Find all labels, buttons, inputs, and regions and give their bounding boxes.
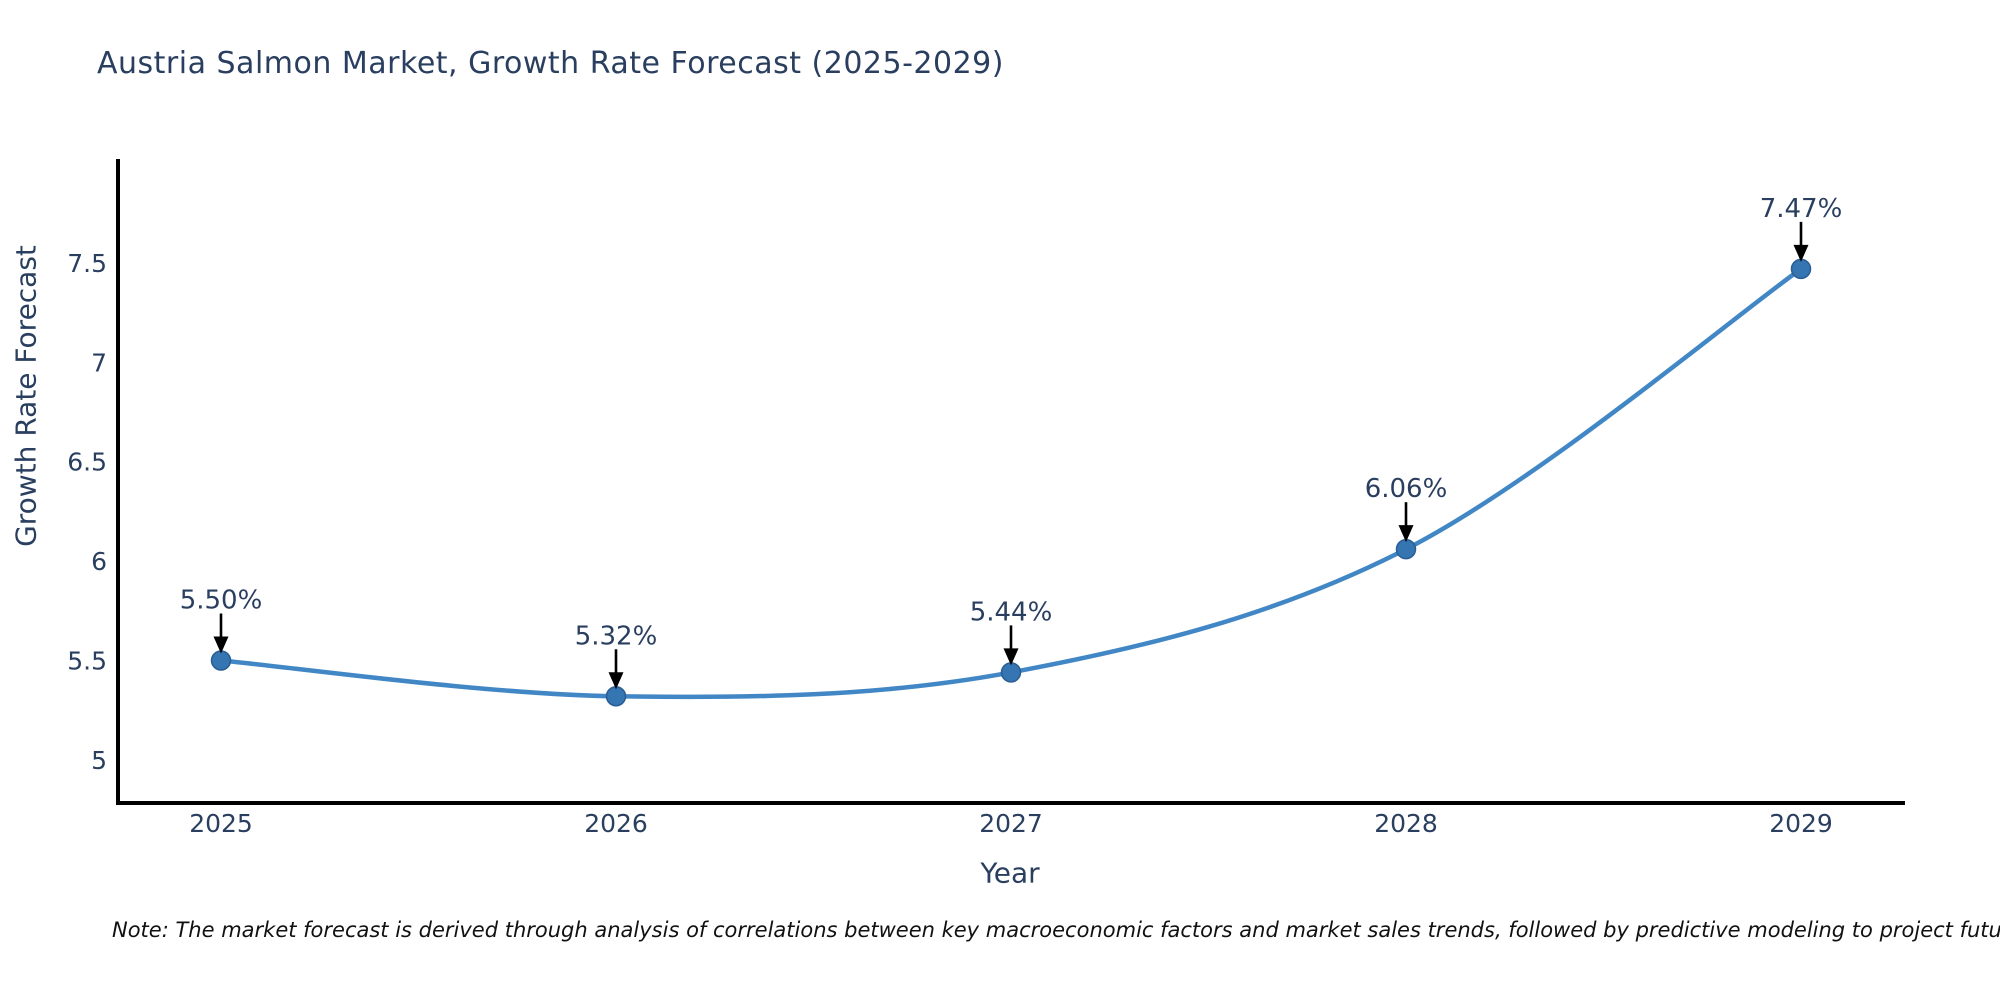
data-point-marker bbox=[1000, 662, 1022, 683]
annotation-arrow-head bbox=[1398, 525, 1414, 543]
point-value-label: 6.06% bbox=[1365, 474, 1448, 504]
y-tick-label: 5 bbox=[91, 746, 107, 775]
x-tick-label: 2027 bbox=[979, 809, 1043, 838]
point-value-label: 5.44% bbox=[970, 597, 1053, 627]
data-point-marker bbox=[210, 650, 232, 671]
x-tick-label: 2029 bbox=[1769, 809, 1833, 838]
y-tick-label: 5.5 bbox=[67, 647, 107, 676]
data-point-marker bbox=[1790, 258, 1812, 280]
annotation-arrow-head bbox=[608, 672, 624, 690]
annotation-arrow-head bbox=[1003, 648, 1019, 666]
annotation-arrow-head bbox=[1793, 244, 1809, 262]
annotation-arrow-head bbox=[213, 636, 229, 654]
data-point-marker bbox=[605, 686, 627, 707]
data-point-marker bbox=[1395, 538, 1417, 560]
series-line bbox=[218, 266, 1804, 700]
footnote: Note: The market forecast is derived thr… bbox=[112, 918, 2000, 942]
y-tick-label: 6.5 bbox=[67, 448, 107, 477]
point-value-label: 5.50% bbox=[180, 586, 263, 616]
x-tick-label: 2026 bbox=[584, 809, 648, 838]
point-value-label: 5.32% bbox=[575, 621, 658, 651]
x-tick-label: 2025 bbox=[189, 809, 253, 838]
y-tick-label: 7.5 bbox=[67, 249, 107, 278]
x-tick-label: 2028 bbox=[1374, 809, 1438, 838]
y-tick-label: 7 bbox=[91, 348, 107, 377]
x-axis-title: Year bbox=[980, 856, 1040, 890]
y-tick-label: 6 bbox=[91, 547, 107, 576]
point-value-label: 7.47% bbox=[1760, 194, 1843, 224]
chart-title: Austria Salmon Market, Growth Rate Forec… bbox=[97, 46, 1004, 81]
